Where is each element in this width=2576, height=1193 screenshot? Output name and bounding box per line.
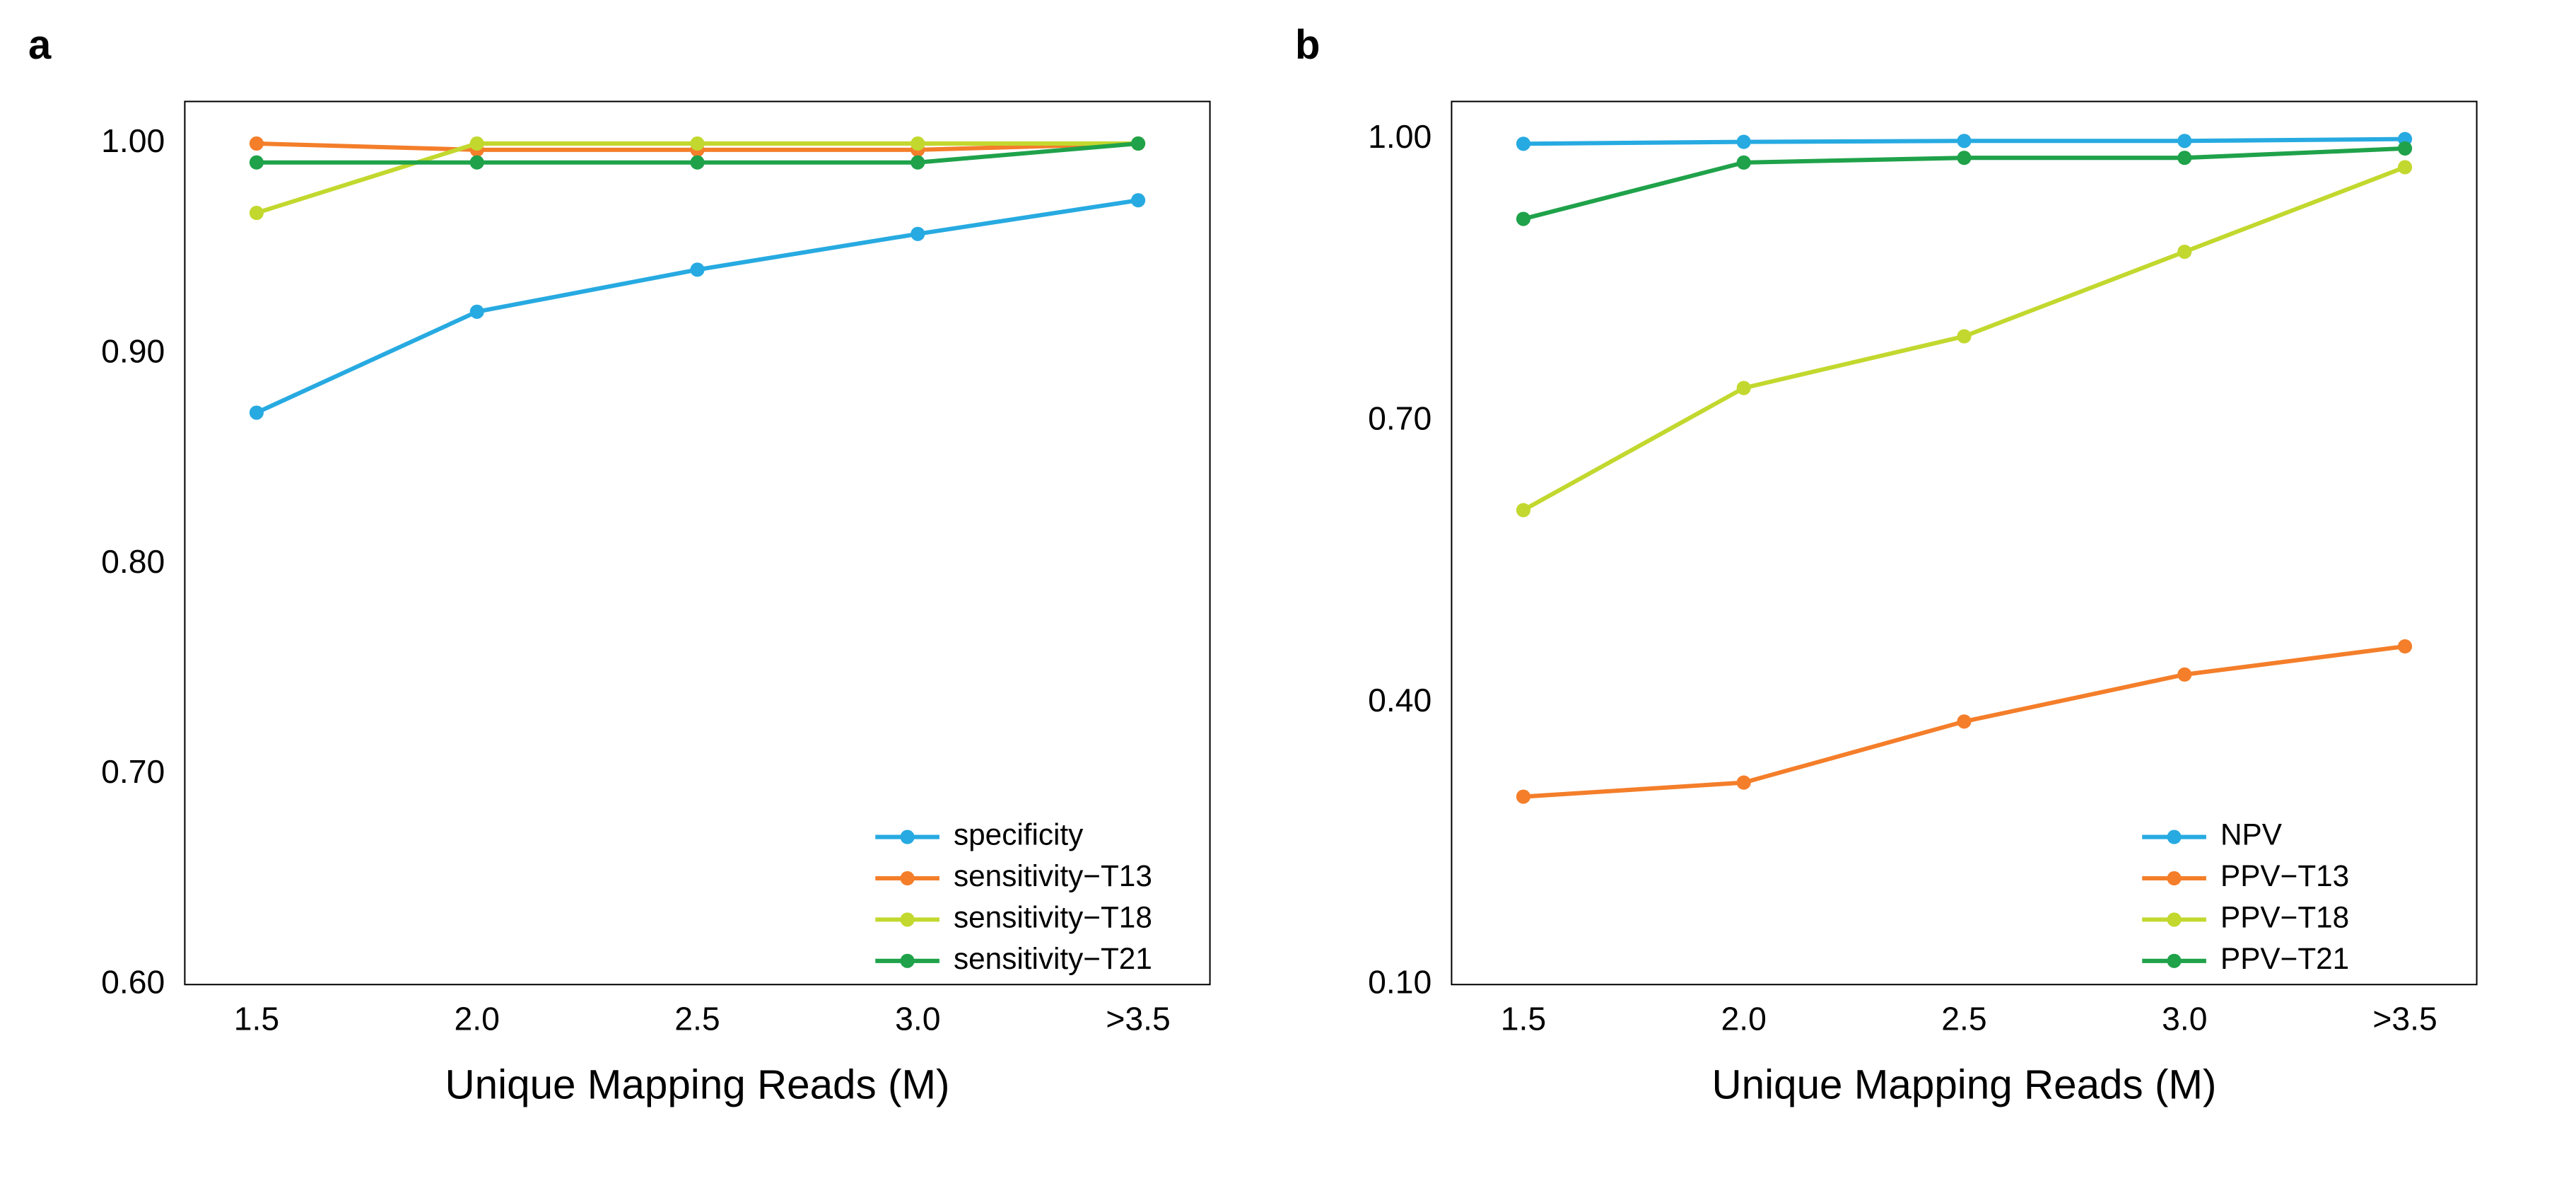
series-marker [2398, 639, 2412, 653]
y-tick-label: 0.80 [101, 543, 165, 580]
series-line [257, 200, 1138, 412]
x-axis-label: Unique Mapping Reads (M) [1711, 1061, 2216, 1107]
series-marker [1737, 135, 1751, 149]
y-tick-label: 0.70 [1368, 400, 1432, 436]
series-marker [470, 136, 484, 151]
series-marker [2177, 151, 2191, 165]
y-tick-label: 0.10 [1368, 963, 1432, 1000]
series-marker [690, 262, 704, 277]
legend-label: sensitivity−T21 [954, 942, 1152, 975]
series-marker [250, 206, 264, 220]
legend-marker [2167, 954, 2182, 968]
legend-marker [2167, 871, 2182, 885]
series-marker [1516, 211, 1530, 226]
y-tick-label: 1.00 [101, 122, 165, 159]
legend: specificity sensitivity−T13 sensitivity−T1… [875, 818, 1152, 975]
x-tick-label: >3.5 [1106, 1001, 1170, 1037]
series-marker [250, 136, 264, 151]
series-marker [690, 136, 704, 151]
series-marker [1957, 714, 1971, 728]
series-marker [1957, 134, 1971, 148]
legend-label: sensitivity−T13 [954, 859, 1152, 892]
y-tick-label: 0.60 [101, 963, 165, 1000]
series-marker [911, 136, 925, 151]
legend-marker [901, 912, 915, 926]
series-marker [470, 305, 484, 319]
y-tick-label: 0.90 [101, 333, 165, 370]
series-marker [2398, 160, 2412, 174]
x-tick-label: 2.0 [1721, 1001, 1767, 1037]
legend-label: sensitivity−T18 [954, 901, 1152, 934]
y-tick-label: 1.00 [1368, 118, 1432, 155]
series-marker [1131, 136, 1145, 151]
series-marker [1737, 381, 1751, 395]
x-tick-label: 3.0 [2162, 1001, 2207, 1037]
series-marker [1957, 151, 1971, 165]
panel-a-plot: 0.60 0.70 0.80 0.90 1.00 1.5 2.0 2.5 3.0 >3.5 Uniq… [42, 64, 1253, 1151]
series-marker [1957, 330, 1971, 344]
x-tick-label: 3.0 [895, 1001, 940, 1037]
y-tick-label: 0.70 [101, 753, 165, 790]
x-tick-label: 2.5 [674, 1001, 720, 1037]
legend: NPV PPV−T13 PPV−T18 PPV−T21 [2142, 818, 2349, 975]
legend-marker [2167, 830, 2182, 844]
x-tick-label: 1.5 [234, 1001, 279, 1037]
legend-label: NPV [2220, 818, 2283, 851]
panel-b-plot: 0.10 0.40 0.70 1.00 1.5 2.0 2.5 3.0 >3.5 Unique M… [1309, 64, 2519, 1151]
x-tick-label: 2.5 [1941, 1001, 1986, 1037]
series-marker [690, 156, 704, 170]
series-marker [2177, 134, 2191, 148]
panel-a-title: a [28, 21, 51, 69]
legend-label: PPV−T13 [2220, 859, 2349, 892]
series-marker [2398, 141, 2412, 156]
x-tick-label: 1.5 [1501, 1001, 1546, 1037]
x-axis-label: Unique Mapping Reads (M) [445, 1061, 949, 1107]
legend-label: specificity [954, 818, 1084, 851]
legend-marker [901, 830, 915, 844]
series-marker [911, 227, 925, 241]
series-marker [470, 156, 484, 170]
x-tick-label: 2.0 [455, 1001, 500, 1037]
chart-b: 0.10 0.40 0.70 1.00 1.5 2.0 2.5 3.0 >3.5 Unique M… [1309, 64, 2519, 1151]
series-marker [1737, 776, 1751, 790]
series-marker [2177, 668, 2191, 682]
series-marker [1516, 503, 1530, 517]
series-marker [1131, 193, 1145, 207]
panel-b: b 0.100.400.701.001.52.02.53.0>3.5Unique… [1309, 35, 2519, 1151]
legend-label: PPV−T18 [2220, 901, 2349, 934]
chart-a: 0.60 0.70 0.80 0.90 1.00 1.5 2.0 2.5 3.0 >3.5 Uniq… [42, 64, 1253, 1151]
legend-marker [2167, 912, 2182, 926]
legend-marker [901, 954, 915, 968]
figure-container: a 0.60 0.70 0.80 0.90 1.00 1.5 2.0 2.5 3.0 >3.5 Un… [0, 0, 2576, 1193]
series-marker [1516, 789, 1530, 803]
y-tick-label: 0.40 [1368, 682, 1432, 718]
legend-marker [901, 871, 915, 885]
series-marker [250, 156, 264, 170]
x-tick-label: >3.5 [2372, 1001, 2437, 1037]
series-marker [2177, 245, 2191, 259]
series-marker [250, 405, 264, 419]
series-marker [911, 156, 925, 170]
panel-b-title: b [1295, 21, 1320, 69]
series-marker [1516, 136, 1530, 151]
legend-label: PPV−T21 [2220, 942, 2349, 975]
series-marker [1737, 156, 1751, 170]
panel-a: a 0.600.700.800.901.001.52.02.53.0>3.5Un… [42, 35, 1253, 1151]
